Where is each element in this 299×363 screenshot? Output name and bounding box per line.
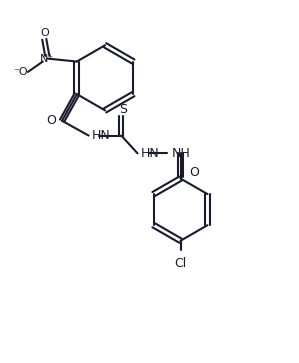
Text: N⁺: N⁺ [40,54,54,64]
Text: HN: HN [92,129,110,142]
Text: ⁻O: ⁻O [13,67,28,77]
Text: Cl: Cl [174,257,187,270]
Text: S: S [119,103,127,116]
Text: O: O [47,114,57,127]
Text: O: O [189,166,199,179]
Text: NH: NH [172,147,190,160]
Text: HN: HN [141,147,159,160]
Text: O: O [40,28,49,38]
